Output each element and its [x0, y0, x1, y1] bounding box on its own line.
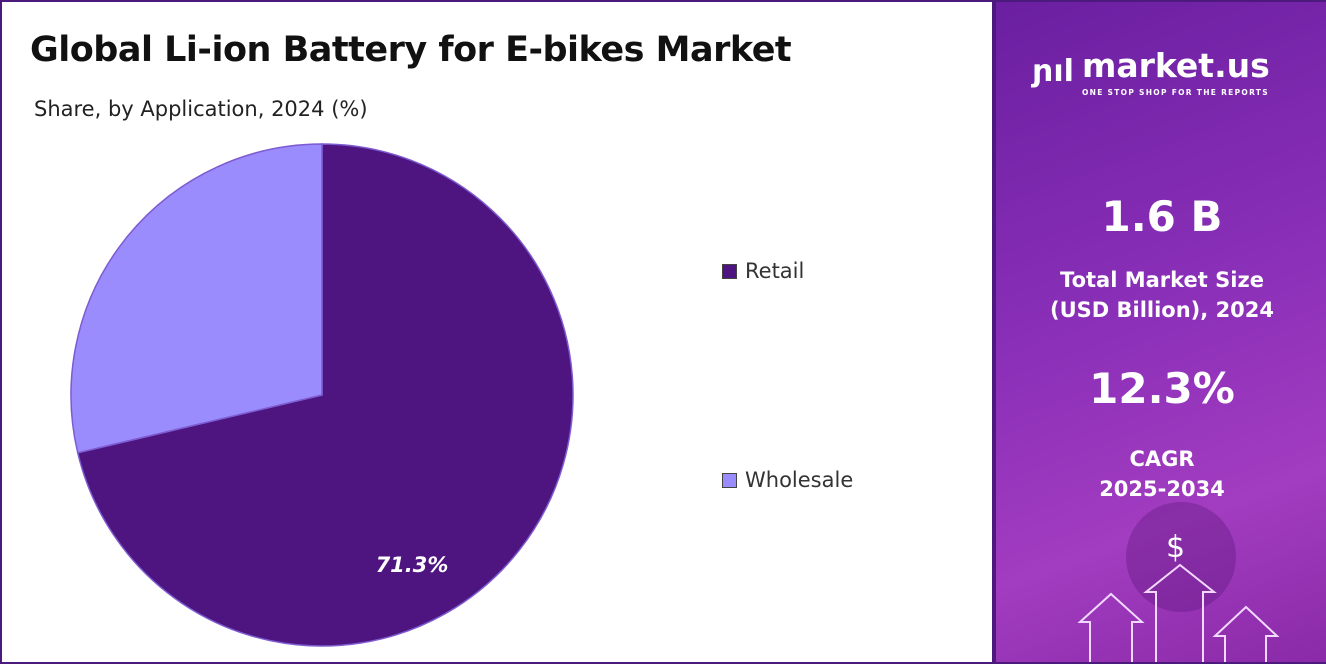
growth-arrows-icon — [1077, 502, 1280, 662]
legend-item-retail: Retail — [722, 258, 804, 284]
pie-slice-wholesale — [70, 143, 323, 454]
legend-swatch — [722, 263, 737, 279]
market-size-label: Total Market Size — [1060, 268, 1264, 292]
brand-name: market.us — [1081, 46, 1270, 85]
dollar-icon: $ — [1166, 530, 1186, 565]
brand-tagline: ONE STOP SHOP FOR THE REPORTS — [1081, 88, 1269, 97]
legend-swatch — [722, 472, 737, 488]
chart-subtitle: Share, by Application, 2024 (%) — [34, 97, 368, 121]
legend-label: Wholesale — [745, 468, 854, 492]
market-us-logo: ɲıl market.us ONE STOP SHOP FOR THE REPO… — [1032, 46, 1270, 98]
data-label: 71.3% — [376, 553, 449, 577]
legend-label: Retail — [745, 259, 805, 283]
legend-item-wholesale: Wholesale — [722, 467, 853, 493]
summary-panel: ɲıl market.us ONE STOP SHOP FOR THE REPO… — [992, 2, 1326, 662]
chart-panel: Global Li-ion Battery for E-bikes Market… — [2, 2, 990, 662]
cagr-value: 12.3% — [1089, 364, 1235, 413]
chart-title: Global Li-ion Battery for E-bikes Market — [30, 30, 792, 70]
pie-chart: 71.3% — [70, 143, 574, 647]
pie-slice-retail — [76, 143, 574, 647]
cagr-label: CAGR — [1129, 447, 1195, 471]
logo-mark-icon: ɲıl — [1032, 54, 1074, 89]
market-size-value: 1.6 B — [1101, 192, 1223, 241]
market-size-label-2: (USD Billion), 2024 — [1049, 298, 1275, 322]
cagr-period: 2025-2034 — [1099, 477, 1225, 501]
